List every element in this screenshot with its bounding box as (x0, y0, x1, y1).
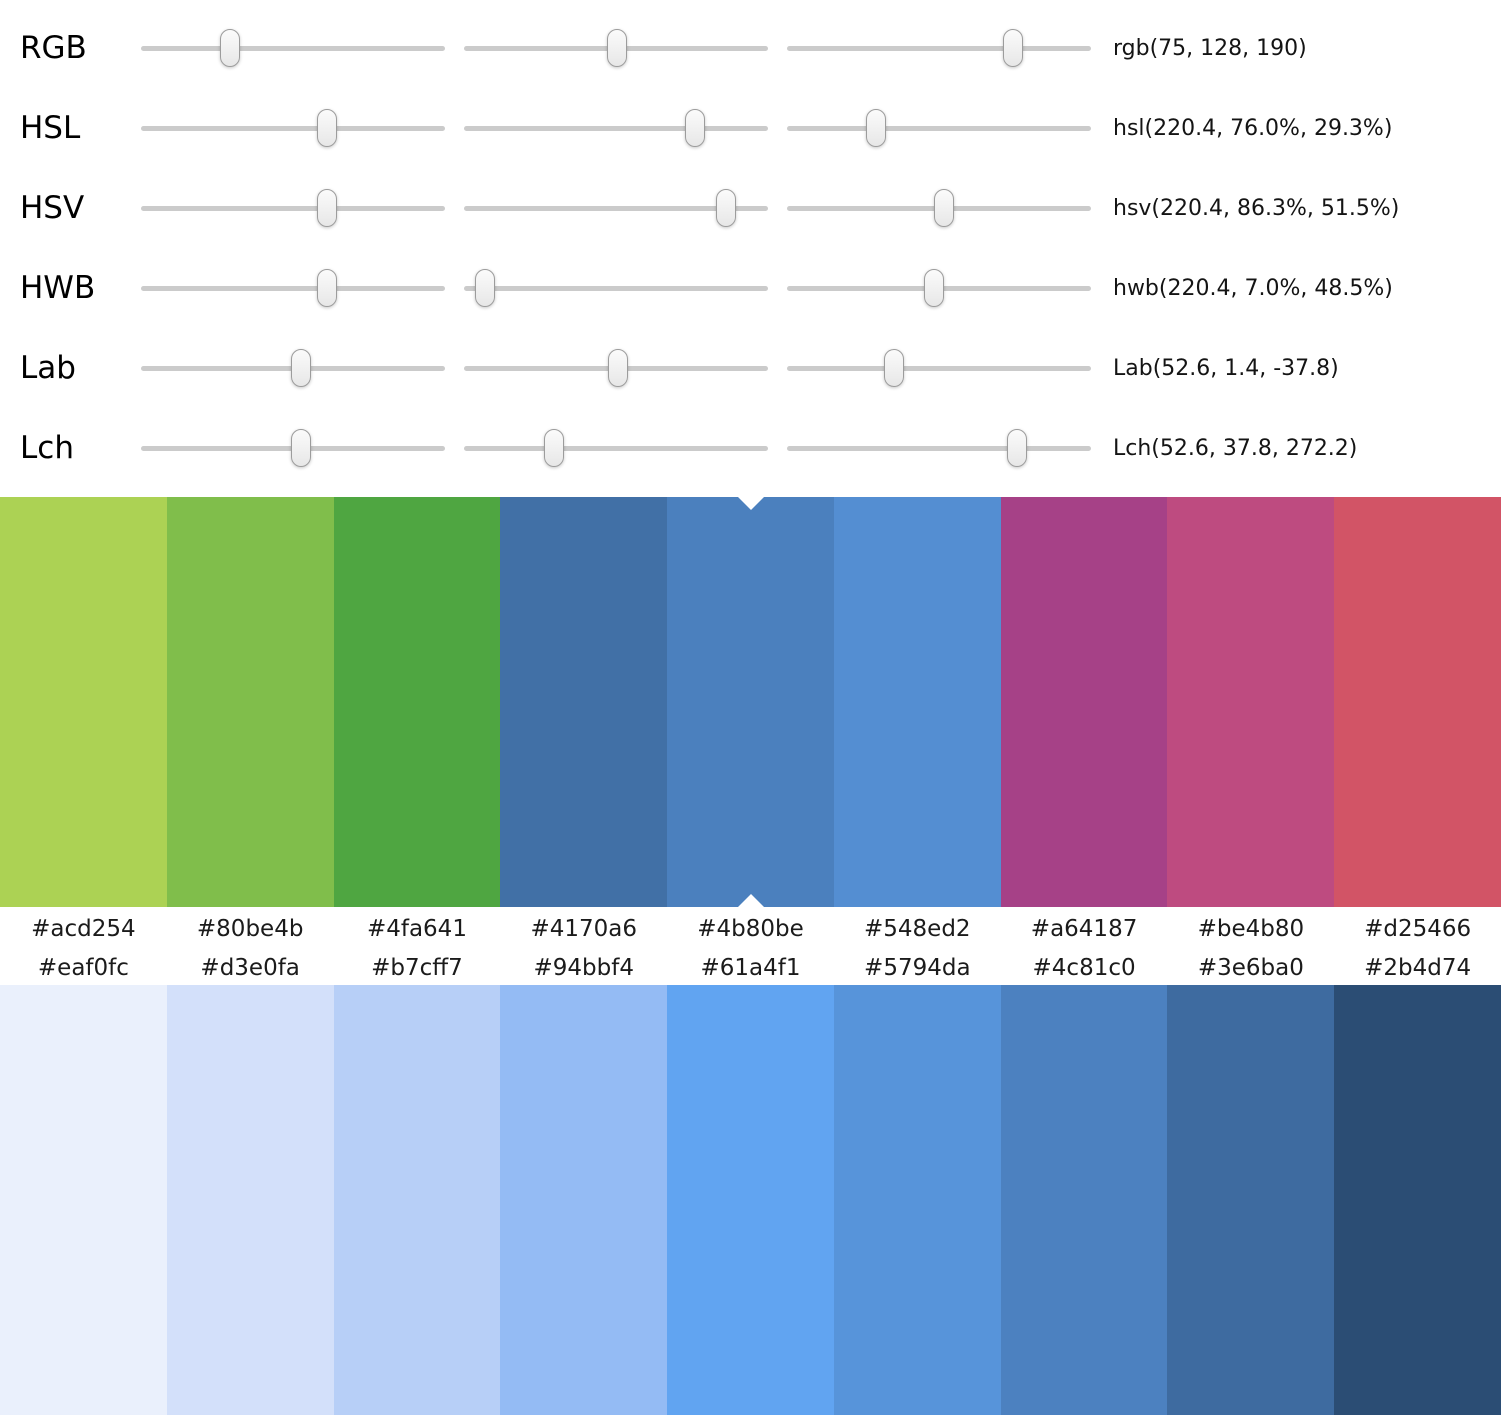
lch-track-1[interactable] (141, 429, 445, 467)
lightness-palette-labels: #eaf0fc #d3e0fa #b7cff7 #94bbf4 #61a4f1 #5794… (0, 950, 1501, 985)
rgb-track-1[interactable] (141, 29, 445, 67)
hwb-label: HWB (20, 270, 96, 306)
slider-row-hsv: HSV hsv(220.4, 86.3%, 51.5%) (20, 168, 1501, 248)
swatch-label-548ed2: #548ed2 (864, 915, 971, 942)
hsv-thumb-1[interactable] (317, 189, 338, 227)
swatch-label-b7cff7: #b7cff7 (371, 954, 463, 981)
hwb-thumb-2[interactable] (475, 269, 496, 307)
selection-caret-top-icon (737, 497, 764, 510)
hsv-track-1[interactable] (141, 189, 445, 227)
hue-palette (0, 497, 1501, 907)
swatch-label-eaf0fc: #eaf0fc (37, 954, 129, 981)
slider-row-lab: Lab Lab(52.6, 1.4, -37.8) (20, 328, 1501, 408)
hsl-label: HSL (20, 110, 81, 146)
lab-value: Lab(52.6, 1.4, -37.8) (1113, 355, 1339, 381)
lab-track-1[interactable] (141, 349, 445, 387)
hsv-label: HSV (20, 190, 85, 226)
lch-track-3[interactable] (787, 429, 1091, 467)
swatch-label-5794da: #5794da (864, 954, 971, 981)
swatch-label-4b80be: #4b80be (697, 915, 804, 942)
hsv-value: hsv(220.4, 86.3%, 51.5%) (1113, 195, 1400, 221)
lch-label: Lch (20, 430, 74, 466)
swatch-label-acd254: #acd254 (31, 915, 136, 942)
lab-thumb-1[interactable] (290, 349, 311, 387)
swatch-label-4170a6: #4170a6 (530, 915, 637, 942)
hsl-thumb-1[interactable] (317, 109, 338, 147)
hsv-thumb-2[interactable] (716, 189, 737, 227)
hsl-track-1[interactable] (141, 109, 445, 147)
hwb-thumb-3[interactable] (924, 269, 945, 307)
rgb-track-3[interactable] (787, 29, 1091, 67)
swatch-label-be4b80: #be4b80 (1197, 915, 1305, 942)
hwb-value: hwb(220.4, 7.0%, 48.5%) (1113, 275, 1393, 301)
swatch-5794da[interactable] (833, 985, 1001, 1415)
swatch-label-a64187: #a64187 (1030, 915, 1138, 942)
swatch-4c81c0[interactable] (1000, 985, 1168, 1415)
lab-thumb-3[interactable] (884, 349, 904, 387)
swatch-3e6ba0[interactable] (1167, 985, 1335, 1415)
swatch-label-2b4d74: #2b4d74 (1364, 954, 1472, 981)
hsl-thumb-2[interactable] (685, 109, 706, 147)
swatch-d25466[interactable] (1334, 497, 1501, 907)
rgb-value: rgb(75, 128, 190) (1113, 35, 1307, 61)
selection-caret-bottom-icon (737, 894, 764, 907)
rgb-label: RGB (20, 30, 87, 66)
swatch-label-3e6ba0: #3e6ba0 (1197, 954, 1304, 981)
lab-track-3[interactable] (787, 349, 1091, 387)
hwb-track-1[interactable] (141, 269, 445, 307)
swatch-4170a6[interactable] (500, 497, 668, 907)
rgb-thumb-3[interactable] (1003, 29, 1024, 67)
slider-row-hwb: HWB hwb(220.4, 7.0%, 48.5%) (20, 248, 1501, 328)
hsl-thumb-3[interactable] (866, 109, 887, 147)
lch-track-2[interactable] (464, 429, 768, 467)
swatch-label-61a4f1: #61a4f1 (700, 954, 801, 981)
swatch-label-80be4b: #80be4b (196, 915, 304, 942)
swatch-a64187[interactable] (1000, 497, 1168, 907)
hsv-thumb-3[interactable] (933, 189, 954, 227)
hue-palette-labels: #acd254 #80be4b #4fa641 #4170a6 #4b80be #548e… (0, 907, 1501, 950)
slider-row-rgb: RGB rgb(75, 128, 190) (20, 8, 1501, 88)
hsl-value: hsl(220.4, 76.0%, 29.3%) (1113, 115, 1393, 141)
swatch-d3e0fa[interactable] (166, 985, 334, 1415)
swatch-acd254[interactable] (0, 497, 167, 907)
hsv-track-2[interactable] (464, 189, 768, 227)
swatch-61a4f1[interactable] (667, 985, 834, 1415)
lch-thumb-3[interactable] (1006, 429, 1027, 467)
swatch-label-4fa641: #4fa641 (366, 915, 467, 942)
hwb-thumb-1[interactable] (317, 269, 338, 307)
rgb-track-2[interactable] (464, 29, 768, 67)
lab-thumb-2[interactable] (607, 349, 628, 387)
swatch-b7cff7[interactable] (333, 985, 501, 1415)
swatch-label-94bbf4: #94bbf4 (533, 954, 634, 981)
hwb-track-3[interactable] (787, 269, 1091, 307)
swatch-94bbf4[interactable] (500, 985, 668, 1415)
lch-thumb-1[interactable] (290, 429, 311, 467)
rgb-thumb-1[interactable] (220, 29, 241, 67)
swatch-80be4b[interactable] (166, 497, 334, 907)
lab-label: Lab (20, 350, 76, 386)
lightness-palette (0, 985, 1501, 1415)
swatch-label-4c81c0: #4c81c0 (1032, 954, 1136, 981)
slider-row-hsl: HSL hsl(220.4, 76.0%, 29.3%) (20, 88, 1501, 168)
hsl-track-3[interactable] (787, 109, 1091, 147)
hwb-track-2[interactable] (464, 269, 768, 307)
swatch-2b4d74[interactable] (1334, 985, 1501, 1415)
swatch-be4b80[interactable] (1167, 497, 1335, 907)
rgb-thumb-2[interactable] (606, 29, 627, 67)
swatch-label-d25466: #d25466 (1364, 915, 1472, 942)
swatch-eaf0fc[interactable] (0, 985, 167, 1415)
lch-value: Lch(52.6, 37.8, 272.2) (1113, 435, 1358, 461)
hsl-track-2[interactable] (464, 109, 768, 147)
swatch-4fa641[interactable] (333, 497, 501, 907)
swatch-4b80be[interactable] (667, 497, 834, 907)
lch-thumb-2[interactable] (543, 429, 564, 467)
swatch-label-d3e0fa: #d3e0fa (200, 954, 300, 981)
slider-row-lch: Lch Lch(52.6, 37.8, 272.2) (20, 408, 1501, 488)
swatch-548ed2[interactable] (833, 497, 1001, 907)
color-sliders-panel: RGB rgb(75, 128, 190) HSL hsl(220.4, 76.… (0, 0, 1501, 497)
lab-track-2[interactable] (464, 349, 768, 387)
hsv-track-3[interactable] (787, 189, 1091, 227)
